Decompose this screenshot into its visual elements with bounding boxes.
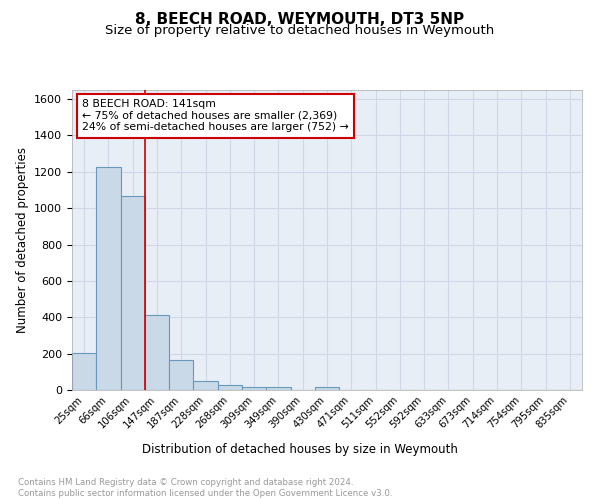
Bar: [193, 382, 218, 390]
Bar: [218, 385, 242, 390]
Text: 8 BEECH ROAD: 141sqm
← 75% of detached houses are smaller (2,369)
24% of semi-de: 8 BEECH ROAD: 141sqm ← 75% of detached h…: [82, 99, 349, 132]
Bar: [121, 196, 145, 390]
Bar: [96, 168, 121, 390]
Bar: [242, 387, 266, 390]
Bar: [169, 360, 193, 390]
Text: Size of property relative to detached houses in Weymouth: Size of property relative to detached ho…: [106, 24, 494, 37]
Text: Distribution of detached houses by size in Weymouth: Distribution of detached houses by size …: [142, 442, 458, 456]
Bar: [145, 316, 169, 390]
Text: Contains HM Land Registry data © Crown copyright and database right 2024.
Contai: Contains HM Land Registry data © Crown c…: [18, 478, 392, 498]
Bar: [266, 388, 290, 390]
Bar: [315, 388, 339, 390]
Text: 8, BEECH ROAD, WEYMOUTH, DT3 5NP: 8, BEECH ROAD, WEYMOUTH, DT3 5NP: [136, 12, 464, 28]
Y-axis label: Number of detached properties: Number of detached properties: [16, 147, 29, 333]
Bar: [72, 352, 96, 390]
